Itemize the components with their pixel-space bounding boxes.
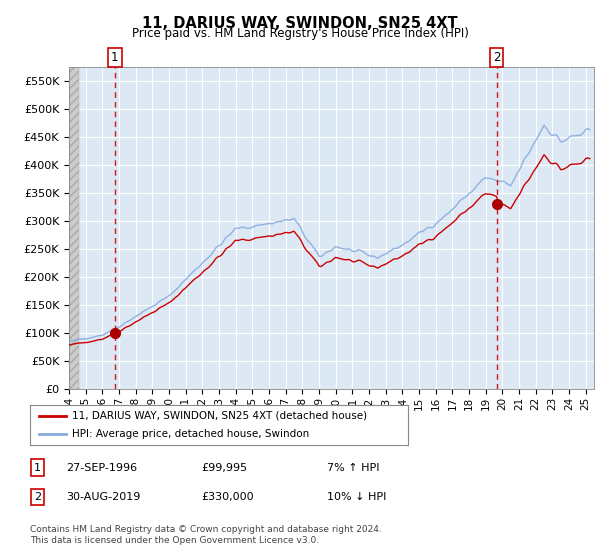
Text: 2: 2 xyxy=(34,492,41,502)
Text: 1: 1 xyxy=(111,51,119,64)
Text: Price paid vs. HM Land Registry's House Price Index (HPI): Price paid vs. HM Land Registry's House … xyxy=(131,27,469,40)
Text: 30-AUG-2019: 30-AUG-2019 xyxy=(66,492,140,502)
Text: 11, DARIUS WAY, SWINDON, SN25 4XT (detached house): 11, DARIUS WAY, SWINDON, SN25 4XT (detac… xyxy=(71,411,367,421)
Text: 10% ↓ HPI: 10% ↓ HPI xyxy=(327,492,386,502)
Text: £330,000: £330,000 xyxy=(201,492,254,502)
Text: 27-SEP-1996: 27-SEP-1996 xyxy=(66,463,137,473)
Text: 11, DARIUS WAY, SWINDON, SN25 4XT: 11, DARIUS WAY, SWINDON, SN25 4XT xyxy=(142,16,458,31)
Text: 1: 1 xyxy=(34,463,41,473)
Text: 7% ↑ HPI: 7% ↑ HPI xyxy=(327,463,380,473)
Text: HPI: Average price, detached house, Swindon: HPI: Average price, detached house, Swin… xyxy=(71,430,309,439)
Text: £99,995: £99,995 xyxy=(201,463,247,473)
Text: Contains HM Land Registry data © Crown copyright and database right 2024.
This d: Contains HM Land Registry data © Crown c… xyxy=(30,525,382,545)
Text: 2: 2 xyxy=(493,51,500,64)
